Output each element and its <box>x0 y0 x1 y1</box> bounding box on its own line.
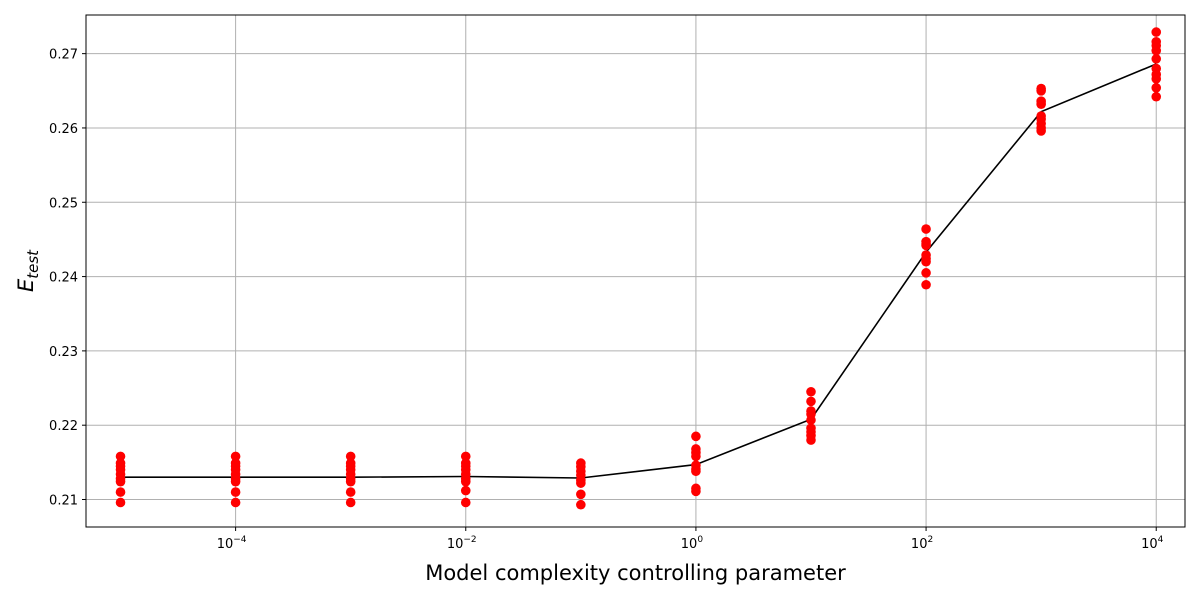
data-point <box>345 497 356 508</box>
data-point <box>691 466 701 477</box>
data-point <box>230 487 241 497</box>
data-point <box>691 431 701 442</box>
y-tick-label: 0.25 <box>49 196 78 211</box>
x-tick-label: 10−4 <box>217 535 247 552</box>
data-point <box>460 476 471 487</box>
x-tick-label: 100 <box>681 535 704 552</box>
data-point <box>921 224 931 234</box>
data-point <box>345 451 356 462</box>
y-tick-label: 0.26 <box>49 122 78 137</box>
data-point <box>921 240 931 251</box>
y-axis-label-subscript: test <box>24 249 42 279</box>
data-point <box>1151 45 1162 56</box>
mean-line <box>120 63 1157 479</box>
data-point <box>576 499 586 510</box>
data-point <box>576 478 586 488</box>
mean-line-layer <box>120 63 1157 479</box>
data-point <box>1151 74 1162 84</box>
data-point <box>230 476 241 487</box>
y-axis-label-base: E <box>14 278 38 292</box>
data-point <box>345 476 356 487</box>
data-point <box>230 497 241 508</box>
data-point <box>230 451 241 462</box>
y-tick-label: 0.21 <box>49 494 78 509</box>
y-tick-label: 0.24 <box>49 271 78 286</box>
data-point <box>1151 27 1162 37</box>
y-axis-label: Etest <box>14 249 42 292</box>
data-point <box>576 489 586 500</box>
y-tick-label: 0.27 <box>49 48 78 63</box>
data-point <box>806 435 816 445</box>
data-point <box>806 396 816 407</box>
data-point <box>691 486 701 497</box>
x-tick-label: 102 <box>911 535 933 552</box>
data-point <box>115 487 126 497</box>
data-point <box>460 451 471 462</box>
data-point <box>921 268 931 278</box>
data-point <box>806 415 816 425</box>
data-point <box>1151 54 1162 64</box>
data-point <box>345 487 356 497</box>
data-point <box>921 256 931 267</box>
data-point <box>460 497 471 508</box>
data-point <box>691 451 701 462</box>
data-point <box>1151 91 1162 102</box>
data-point <box>921 279 931 290</box>
data-point <box>460 485 471 496</box>
x-tick-label: 104 <box>1141 535 1164 552</box>
scatter-points-layer <box>115 27 1162 510</box>
data-point <box>1151 83 1162 93</box>
data-point <box>115 451 126 462</box>
data-point <box>115 497 126 508</box>
data-point <box>115 476 126 487</box>
data-point <box>1036 126 1046 136</box>
data-point <box>1036 85 1046 96</box>
plot-frame <box>85 14 1186 528</box>
axis-ticks: 10−4 10−2 100 102 104 0.21 0.22 0.23 0.24 0.25 0.2… <box>49 48 1164 552</box>
data-point <box>806 386 816 397</box>
data-point <box>1036 99 1046 109</box>
y-tick-label: 0.23 <box>49 345 78 360</box>
y-tick-label: 0.22 <box>49 419 78 434</box>
x-axis-label: Model complexity controlling parameter <box>425 561 846 585</box>
x-tick-label: 10−2 <box>447 535 477 552</box>
grid-lines <box>86 15 1185 527</box>
